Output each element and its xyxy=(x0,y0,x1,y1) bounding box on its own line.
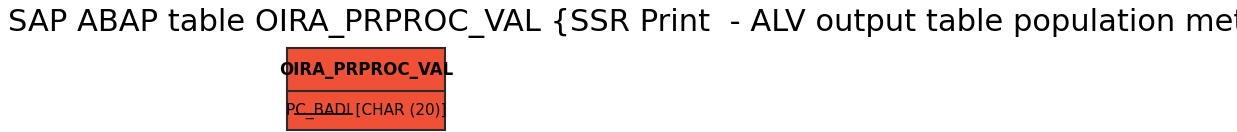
Text: OIRA_PRPROC_VAL: OIRA_PRPROC_VAL xyxy=(280,61,454,79)
Text: PC_BADI [CHAR (20)]: PC_BADI [CHAR (20)] xyxy=(286,103,447,119)
FancyBboxPatch shape xyxy=(287,48,445,130)
Text: SAP ABAP table OIRA_PRPROC_VAL {SSR Print  - ALV output table population methods: SAP ABAP table OIRA_PRPROC_VAL {SSR Prin… xyxy=(9,8,1237,38)
